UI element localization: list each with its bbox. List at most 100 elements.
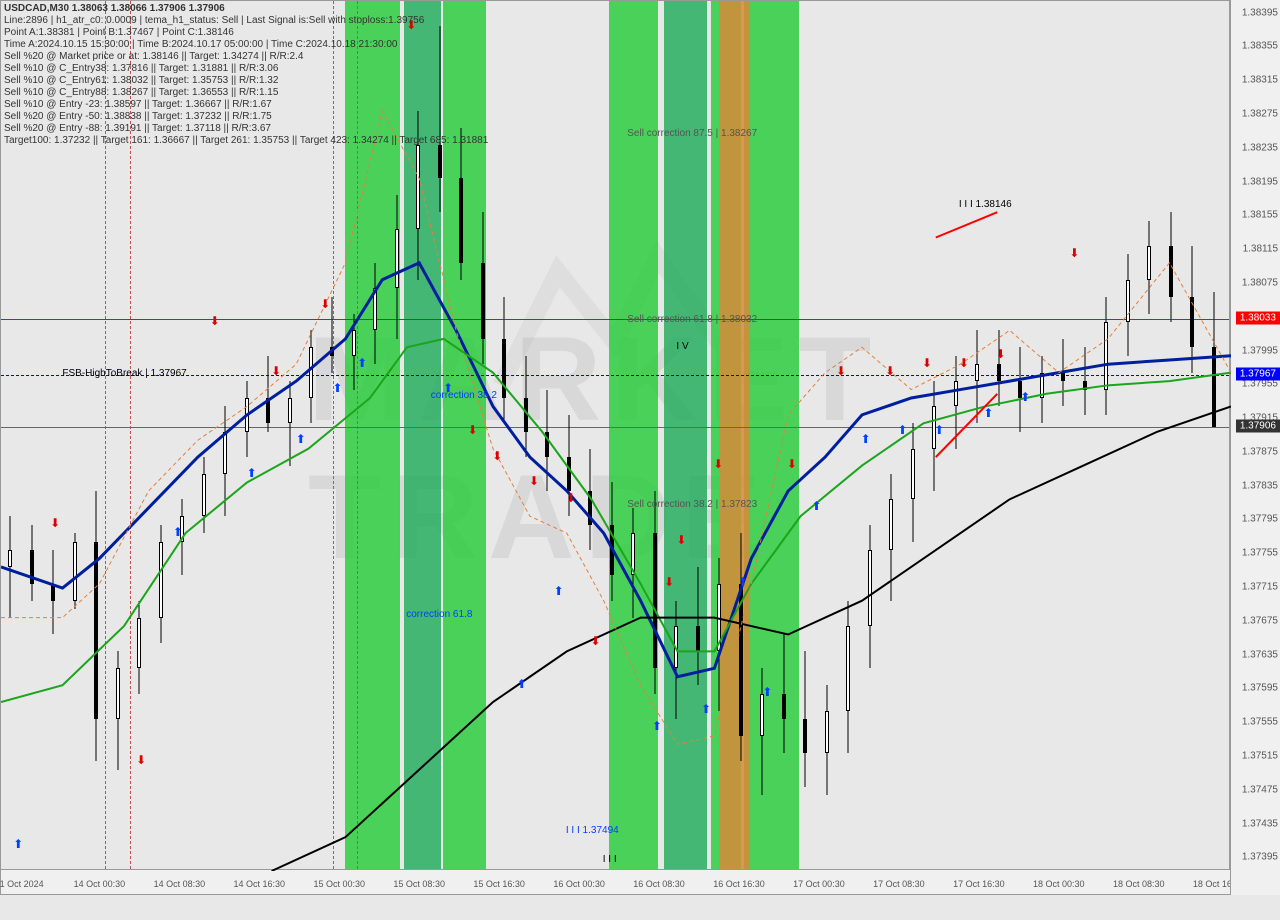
arrow-down-icon: ⬇ xyxy=(1069,246,1079,260)
y-tick: 1.37635 xyxy=(1242,649,1278,660)
info-line: Sell %10 @ C_Entry38: 1.37816 || Target:… xyxy=(4,63,278,74)
chart-label: correction 38.2 xyxy=(431,390,497,401)
y-tick: 1.37995 xyxy=(1242,345,1278,356)
info-line: Sell %20 @ Market price or at: 1.38146 |… xyxy=(4,51,303,62)
x-tick: 16 Oct 16:30 xyxy=(713,879,765,889)
y-tick: 1.38195 xyxy=(1242,176,1278,187)
arrow-up-icon: ⬆ xyxy=(701,702,711,716)
arrow-down-icon: ⬇ xyxy=(787,457,797,471)
arrow-up-icon: ⬆ xyxy=(811,499,821,513)
arrow-down-icon: ⬇ xyxy=(885,364,895,378)
chart-label: I I I 1.38146 xyxy=(959,199,1012,210)
arrow-up-icon: ⬆ xyxy=(762,685,772,699)
info-line: Time A:2024.10.15 15:30:00 | Time B:2024… xyxy=(4,39,397,50)
arrow-up-icon: ⬆ xyxy=(1020,390,1030,404)
info-line: Sell %10 @ C_Entry88: 1.38267 || Target:… xyxy=(4,87,278,98)
info-line: Sell %20 @ Entry -88: 1.39191 || Target:… xyxy=(4,123,271,134)
arrow-up-icon: ⬆ xyxy=(13,837,23,851)
chart-label: correction 61.8 xyxy=(406,609,472,620)
x-tick: 15 Oct 08:30 xyxy=(393,879,445,889)
arrow-down-icon: ⬇ xyxy=(566,491,576,505)
y-tick: 1.37395 xyxy=(1242,852,1278,863)
y-axis: 1.383951.383551.383151.382751.382351.381… xyxy=(1230,0,1280,895)
arrow-down-icon: ⬇ xyxy=(529,474,539,488)
y-tick: 1.38075 xyxy=(1242,277,1278,288)
y-tick: 1.38115 xyxy=(1243,244,1278,255)
arrow-down-icon: ⬇ xyxy=(136,753,146,767)
chart-label: I V xyxy=(676,341,688,352)
y-tick: 1.37475 xyxy=(1242,784,1278,795)
y-tick: 1.37555 xyxy=(1242,717,1278,728)
x-tick: 15 Oct 00:30 xyxy=(313,879,365,889)
x-tick: 18 Oct 08:30 xyxy=(1113,879,1165,889)
x-tick: 17 Oct 16:30 xyxy=(953,879,1005,889)
horizontal-line xyxy=(1,427,1229,428)
arrow-down-icon: ⬇ xyxy=(492,449,502,463)
arrow-down-icon: ⬇ xyxy=(50,516,60,530)
arrow-up-icon: ⬆ xyxy=(517,677,527,691)
y-tick: 1.37755 xyxy=(1242,548,1278,559)
x-tick: 15 Oct 16:30 xyxy=(473,879,525,889)
x-tick: 18 Oct 00:30 xyxy=(1033,879,1085,889)
arrow-down-icon: ⬇ xyxy=(676,533,686,547)
arrow-down-icon: ⬇ xyxy=(664,575,674,589)
y-tick: 1.38315 xyxy=(1242,75,1278,86)
x-axis: 11 Oct 2024 14 Oct 00:30 14 Oct 08:30 14 Oc… xyxy=(1,869,1231,894)
arrow-down-icon: ⬇ xyxy=(922,356,932,370)
price-tag: 1.37967 xyxy=(1236,368,1280,381)
session-bar xyxy=(345,1,400,869)
chart-area[interactable]: MARKET TRADE ⬇⬆⬇⬆⬇⬆⬇⬆⬇⬆⬆⬇⬆⬇⬇⬆⬇⬆⬇⬇⬆⬇⬇⬆⬇⬆⬆… xyxy=(0,0,1230,895)
arrow-down-icon: ⬇ xyxy=(320,297,330,311)
x-tick: 14 Oct 00:30 xyxy=(74,879,126,889)
y-tick: 1.37675 xyxy=(1242,615,1278,626)
info-line: Sell %10 @ C_Entry61: 1.38032 || Target:… xyxy=(4,75,278,86)
y-tick: 1.37795 xyxy=(1242,514,1278,525)
price-tag: 1.37906 xyxy=(1236,419,1280,432)
vertical-line xyxy=(357,1,358,869)
arrow-up-icon: ⬆ xyxy=(247,466,257,480)
x-tick: 16 Oct 08:30 xyxy=(633,879,685,889)
price-tag: 1.38033 xyxy=(1236,312,1280,325)
arrow-up-icon: ⬆ xyxy=(333,381,343,395)
arrow-up-icon: ⬆ xyxy=(897,423,907,437)
info-line: Target100: 1.37232 || Target 161: 1.3666… xyxy=(4,135,488,146)
session-bar xyxy=(443,1,486,869)
arrow-up-icon: ⬆ xyxy=(934,423,944,437)
arrow-up-icon: ⬆ xyxy=(554,584,564,598)
arrow-down-icon: ⬇ xyxy=(271,364,281,378)
arrow-up-icon: ⬆ xyxy=(861,432,871,446)
arrow-up-icon: ⬆ xyxy=(296,432,306,446)
y-tick: 1.37835 xyxy=(1242,480,1278,491)
x-tick: 14 Oct 16:30 xyxy=(234,879,286,889)
arrow-up-icon: ⬆ xyxy=(983,406,993,420)
x-tick: 16 Oct 00:30 xyxy=(553,879,605,889)
y-tick: 1.37435 xyxy=(1242,818,1278,829)
arrow-up-icon: ⬆ xyxy=(357,356,367,370)
x-tick: 11 Oct 2024 xyxy=(0,879,44,889)
chart-label: Sell correction 87.5 | 1.38267 xyxy=(627,128,757,139)
info-line: USDCAD,M30 1.38063 1.38066 1.37906 1.379… xyxy=(4,3,225,14)
chart-label: I I I 1.37494 xyxy=(566,825,619,836)
arrow-down-icon: ⬇ xyxy=(996,347,1006,361)
horizontal-line xyxy=(1,319,1229,320)
info-line: Line:2896 | h1_atr_c0: 0.0009 | tema_h1_… xyxy=(4,15,424,26)
arrow-down-icon: ⬇ xyxy=(836,364,846,378)
chart-label: FSB-HighToBreak | 1.37967 xyxy=(62,368,186,379)
y-tick: 1.38355 xyxy=(1242,41,1278,52)
arrow-down-icon: ⬇ xyxy=(713,457,723,471)
y-tick: 1.37875 xyxy=(1242,446,1278,457)
y-tick: 1.38155 xyxy=(1242,210,1278,221)
arrow-up-icon: ⬆ xyxy=(738,575,748,589)
vertical-line xyxy=(333,1,334,869)
y-tick: 1.37715 xyxy=(1242,582,1278,593)
y-tick: 1.38275 xyxy=(1242,109,1278,120)
x-tick: 17 Oct 08:30 xyxy=(873,879,925,889)
x-tick: 17 Oct 00:30 xyxy=(793,879,845,889)
y-tick: 1.37515 xyxy=(1242,750,1278,761)
x-tick: 14 Oct 08:30 xyxy=(154,879,206,889)
chart-label: I I I xyxy=(603,854,617,865)
chart-label: Sell correction 61.8 | 1.38032 xyxy=(627,314,757,325)
session-bar xyxy=(404,1,441,869)
y-tick: 1.37595 xyxy=(1242,683,1278,694)
chart-label: Sell correction 38.2 | 1.37823 xyxy=(627,499,757,510)
